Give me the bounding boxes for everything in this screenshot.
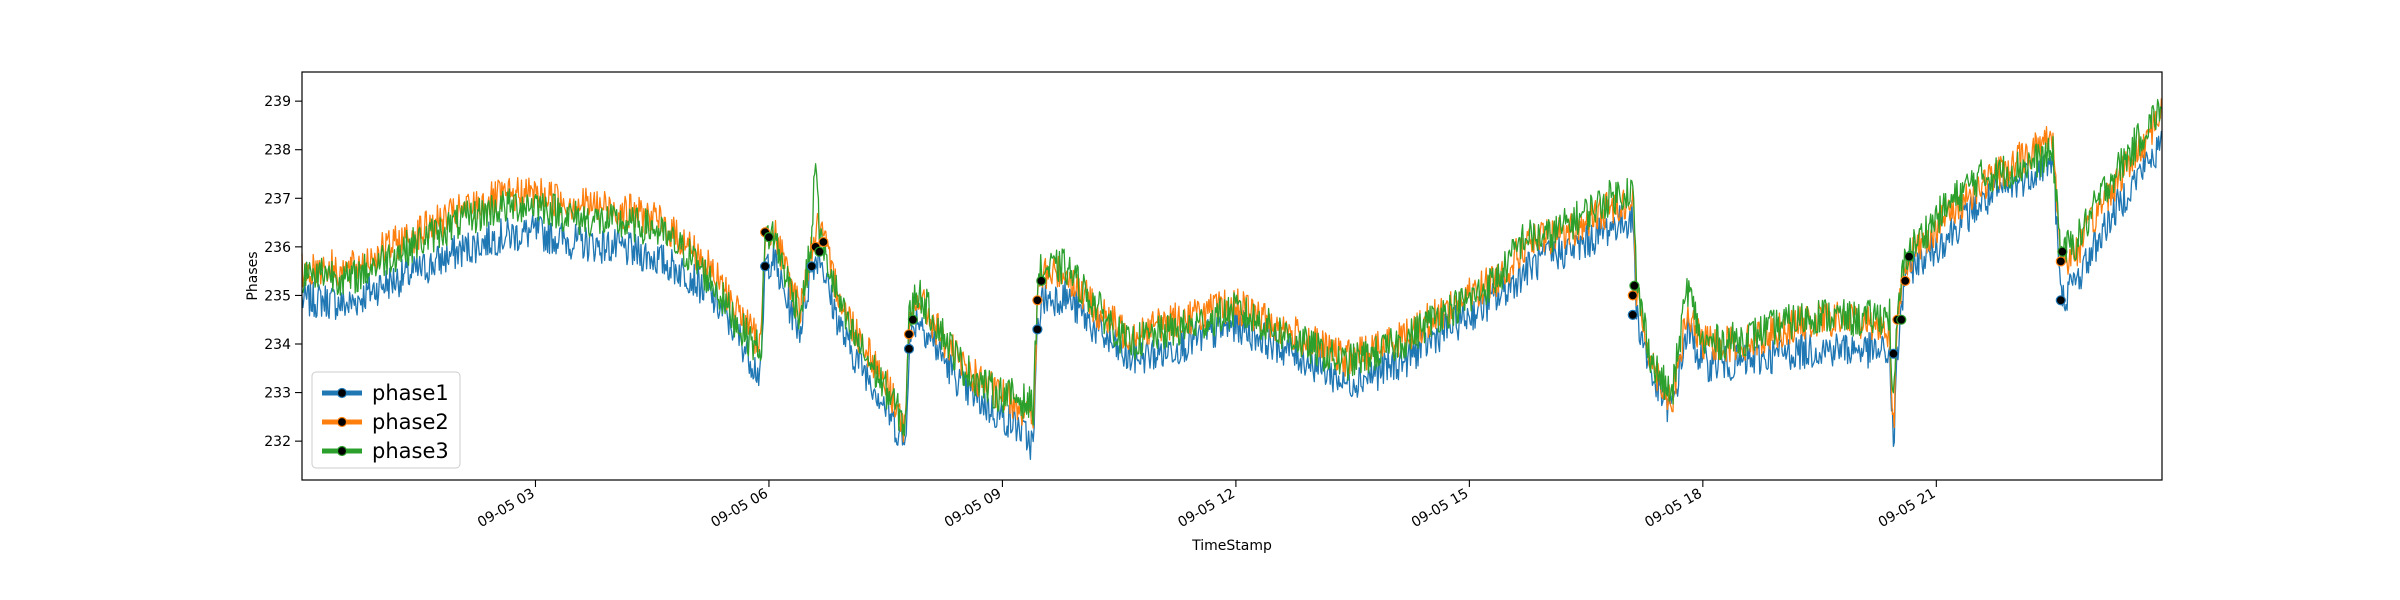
plot-frame — [301, 71, 2163, 481]
legend-marker-phase1 — [336, 387, 348, 399]
marker-phase1-5 — [1888, 348, 1899, 359]
marker-phase3-2 — [907, 314, 919, 325]
y-tick-label-239: 239 — [264, 94, 291, 110]
marker-phase1-0 — [759, 261, 771, 272]
y-tick-label-235: 235 — [264, 288, 291, 304]
marker-phase2-8 — [2055, 256, 2066, 267]
legend-label-phase1: phase1 — [372, 381, 449, 405]
marker-layer — [759, 227, 2068, 359]
y-tick-label-238: 238 — [264, 143, 291, 159]
marker-phase2-2 — [818, 236, 829, 248]
marker-phase3-7 — [2057, 246, 2068, 257]
marker-phase3-6 — [1903, 251, 1915, 262]
marker-phase3-3 — [1036, 275, 1047, 286]
marker-phase1-1 — [806, 261, 817, 272]
y-tick-label-234: 234 — [264, 337, 291, 353]
legend-label-phase2: phase2 — [372, 410, 449, 434]
legend-marker-phase2 — [336, 416, 348, 428]
marker-phase1-3 — [1032, 324, 1043, 335]
y-tick-label-236: 236 — [264, 240, 291, 256]
y-tick-label-232: 232 — [264, 434, 291, 450]
marker-phase2-4 — [1032, 295, 1043, 306]
marker-phase1-4 — [1627, 309, 1638, 320]
y-tick-label-237: 237 — [264, 191, 291, 207]
marker-phase2-3 — [903, 329, 915, 340]
legend-marker-phase3 — [336, 445, 348, 457]
legend: phase1 phase2 phase3 — [311, 371, 461, 469]
marker-phase2-5 — [1627, 290, 1638, 301]
marker-phase3-5 — [1896, 314, 1907, 325]
y-tick-label-233: 233 — [264, 386, 291, 402]
series-line-phase3 — [301, 98, 2162, 437]
series-layer — [301, 98, 2163, 461]
x-axis-title: TimeStamp — [1191, 538, 1272, 554]
marker-phase3-0 — [763, 232, 775, 243]
marker-phase3-1 — [814, 246, 825, 257]
marker-phase1-2 — [903, 343, 915, 354]
marker-phase1-6 — [2055, 295, 2066, 306]
y-axis-title: Phases — [245, 251, 261, 300]
marker-phase2-7 — [1900, 275, 1911, 286]
y-axis: 232 233 234 235 236 237 238 239 — [264, 94, 302, 450]
legend-box — [311, 371, 461, 469]
series-line-phase1 — [301, 130, 2163, 461]
legend-label-phase3: phase3 — [372, 439, 449, 463]
marker-phase3-4 — [1629, 280, 1640, 291]
